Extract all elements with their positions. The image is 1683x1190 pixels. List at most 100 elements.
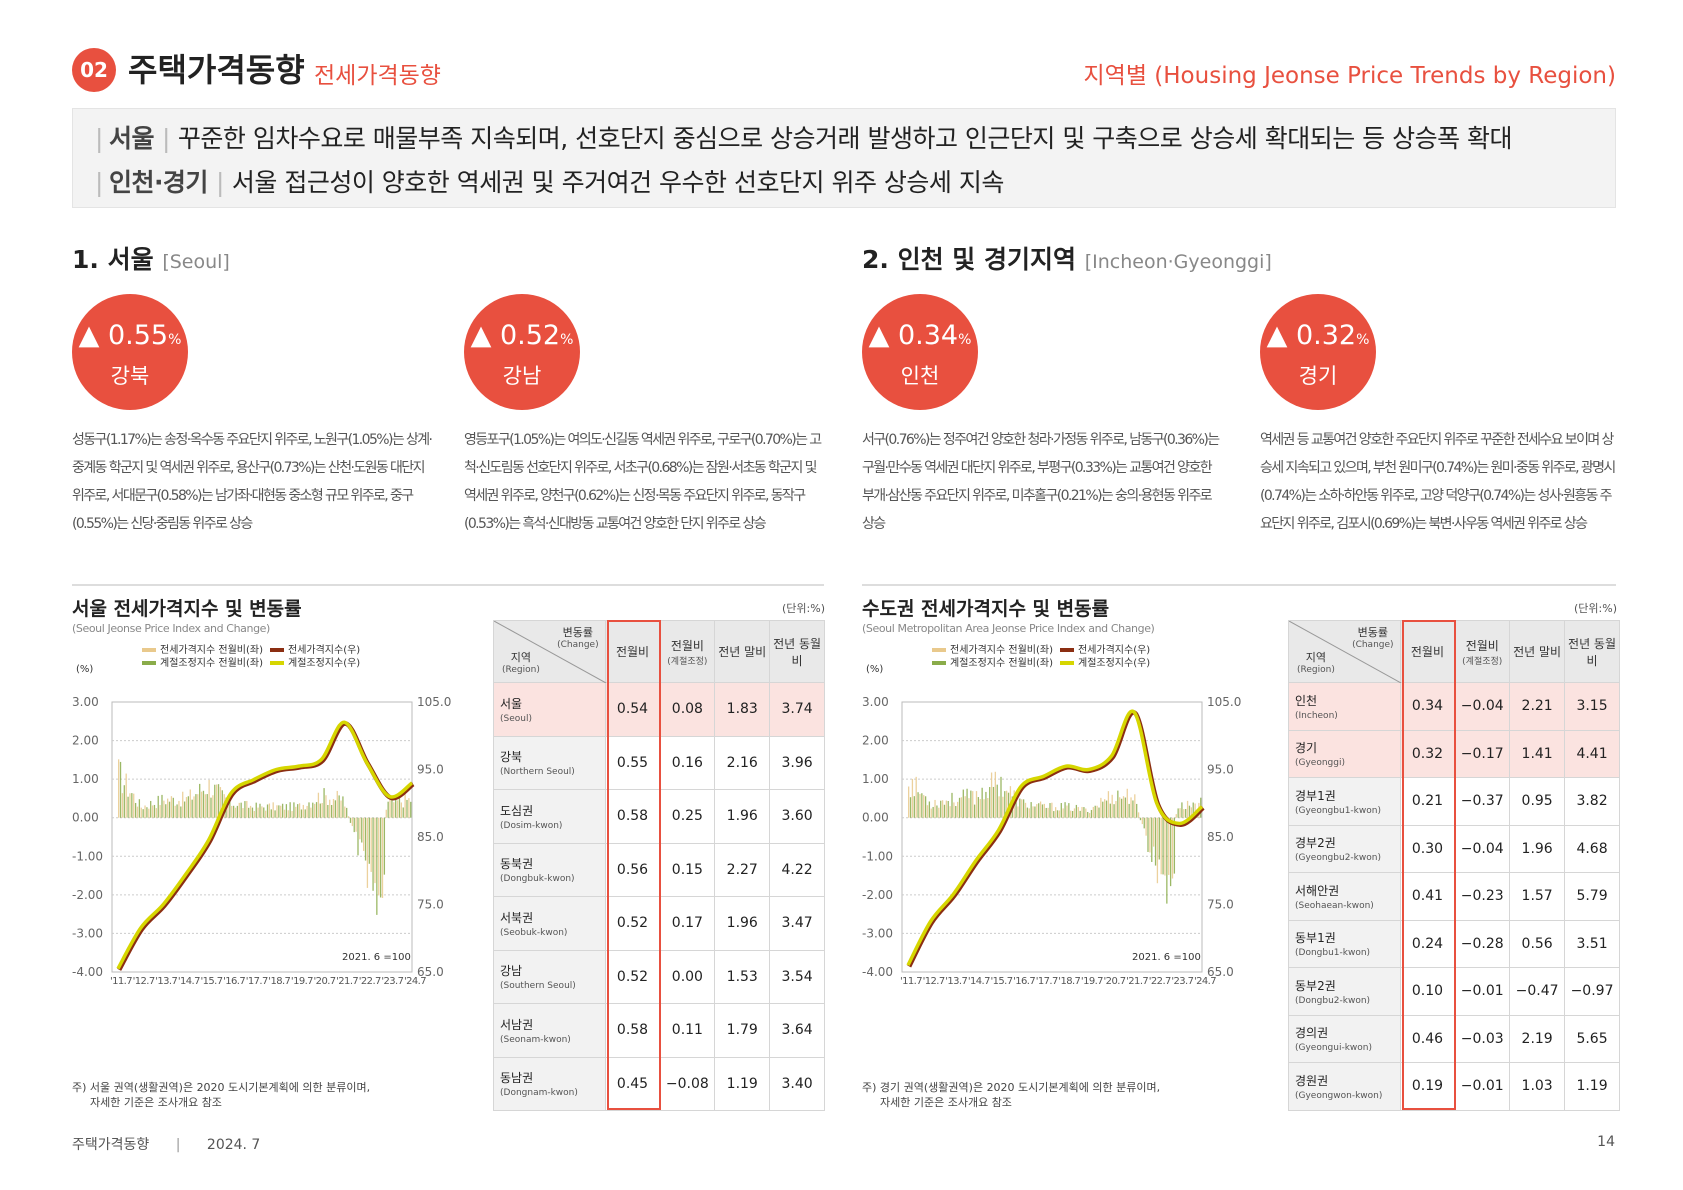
- monthly-change-bar: [1062, 808, 1064, 818]
- monthly-change-bar: [1104, 799, 1106, 818]
- monthly-change-bar: [280, 805, 282, 818]
- y-right-tick: 65.0: [417, 965, 444, 979]
- monthly-change-bar: [953, 802, 955, 818]
- summary-tag: 인천·경기: [108, 168, 209, 197]
- monthly-change-bar: [1179, 808, 1181, 818]
- x-tick: '17.7: [246, 976, 268, 987]
- table-value-cell: −0.08: [659, 1056, 716, 1111]
- table-value-cell: 0.45: [604, 1056, 661, 1111]
- table-region-cell: 인천 (Incheon): [1288, 682, 1401, 731]
- monthly-change-bar: [1154, 817, 1157, 866]
- table-value-cell: 1.96: [714, 789, 771, 844]
- table-value-cell: 1.19: [714, 1056, 771, 1111]
- x-tick: '17.7: [1036, 976, 1058, 987]
- y-right-tick: 95.0: [1207, 763, 1234, 777]
- monthly-change-bar: [167, 798, 169, 818]
- monthly-change-bar: [314, 803, 316, 818]
- monthly-change-bar: [366, 817, 369, 888]
- monthly-change-bar: [234, 807, 237, 818]
- monthly-change-bar: [193, 796, 195, 818]
- monthly-change-bar: [1000, 776, 1002, 818]
- monthly-change-bar: [138, 799, 141, 818]
- monthly-change-bar: [951, 792, 953, 818]
- monthly-change-bar: [174, 805, 176, 818]
- y-right-tick: 85.0: [417, 830, 444, 844]
- monthly-change-bar: [144, 805, 146, 818]
- table-value-cell: 0.15: [659, 842, 716, 897]
- table-corner-header: 변동률 (Change) 지역 (Region): [493, 620, 606, 683]
- table-value-cell: 4.22: [769, 842, 825, 897]
- table-region-cell: 서울 (Seoul): [493, 682, 606, 737]
- y-left-tick: 0.00: [862, 811, 889, 825]
- monthly-change-bar: [240, 802, 242, 818]
- monthly-change-bar: [1107, 791, 1110, 818]
- monthly-change-bar: [176, 804, 178, 818]
- table-value-cell: 3.54: [769, 949, 825, 1004]
- x-tick: '15.7: [990, 976, 1012, 987]
- table-row: 동부2권 (Dongbu2-kwon) 0.10 −0.01 −0.47 −0.97: [1288, 967, 1620, 1016]
- monthly-change-bar: [127, 796, 129, 818]
- monthly-change-bar: [244, 801, 246, 818]
- monthly-change-bar: [270, 809, 272, 818]
- desc-incheon: 서구(0.76%)는 정주여건 양호한 청라·가정동 위주로, 남동구(0.36…: [862, 432, 1220, 532]
- y-left-tick: -1.00: [72, 849, 103, 863]
- plot-frame: [901, 701, 1203, 973]
- monthly-change-bar: [1168, 817, 1170, 875]
- x-tick: '18.7: [268, 976, 290, 987]
- monthly-change-bar: [1100, 797, 1102, 818]
- monthly-change-bar: [1015, 792, 1017, 818]
- stat-value: ▲ 0.52: [470, 320, 561, 351]
- monthly-change-bar: [297, 804, 299, 818]
- table-row: 도심권 (Dosim-kwon) 0.58 0.25 1.96 3.60: [493, 789, 825, 844]
- stat-circle-gyeonggi: ▲ 0.32% 경기: [1260, 294, 1376, 410]
- monthly-change-bar: [1017, 806, 1019, 818]
- y-left-tick: 2.00: [72, 734, 99, 748]
- monthly-change-bar: [249, 805, 252, 818]
- monthly-change-bar: [312, 802, 314, 818]
- monthly-change-bar: [131, 793, 133, 818]
- stat-unit: %: [1356, 332, 1370, 348]
- table-region-cell: 도심권 (Dosim-kwon): [493, 789, 606, 844]
- table-value-cell: 1.83: [714, 682, 771, 737]
- table-region-cell: 경기 (Gyeonggi): [1288, 729, 1401, 778]
- x-tick: '18.7: [1058, 976, 1080, 987]
- table-value-cell: −0.97: [1564, 967, 1620, 1016]
- monthly-change-bar: [1068, 803, 1070, 818]
- monthly-change-bar: [1098, 807, 1100, 818]
- monthly-change-bar: [383, 817, 386, 875]
- x-tick: '11.7: [900, 976, 922, 987]
- monthly-change-bar: [1060, 803, 1062, 818]
- y-left-tick: -2.00: [72, 888, 103, 902]
- monthly-change-bar: [400, 802, 402, 818]
- highlight-box-right: [1402, 620, 1456, 1110]
- monthly-change-bar: [1051, 802, 1053, 818]
- monthly-change-bar: [1186, 800, 1189, 818]
- divider-right: [862, 584, 1616, 586]
- x-tick: '12.7: [923, 976, 945, 987]
- monthly-change-bar: [940, 800, 942, 818]
- monthly-change-bar: [187, 796, 190, 818]
- monthly-change-bar: [1117, 790, 1119, 818]
- x-tick: '13.7: [945, 976, 967, 987]
- table-value-cell: 3.40: [769, 1056, 825, 1111]
- monthly-change-bar: [1139, 817, 1142, 821]
- monthly-change-bar: [1092, 806, 1094, 818]
- monthly-change-bar: [214, 784, 216, 818]
- monthly-change-bar: [1088, 812, 1091, 818]
- table-value-cell: −0.01: [1454, 1062, 1511, 1111]
- stat-value: ▲ 0.55: [78, 320, 169, 351]
- monthly-change-bar: [310, 807, 312, 818]
- stat-value: ▲ 0.32: [1266, 320, 1357, 351]
- table-row: 경부2권 (Gyeongbu2-kwon) 0.30 −0.04 1.96 4.68: [1288, 824, 1620, 873]
- stat-circle-gangbuk: ▲ 0.55% 강북: [72, 294, 188, 410]
- section-title-incheon-gyeonggi: 2. 인천 및 경기지역 [Incheon·Gyeonggi]: [862, 240, 1272, 276]
- monthly-change-bar: [276, 805, 278, 818]
- monthly-change-bar: [987, 798, 989, 818]
- x-tick: '11.7: [110, 976, 132, 987]
- table-row: 강남 (Southern Seoul) 0.52 0.00 1.53 3.54: [493, 949, 825, 1004]
- monthly-change-bar: [140, 807, 142, 818]
- monthly-change-bar: [1079, 810, 1081, 818]
- monthly-change-bar: [359, 817, 361, 840]
- highlight-box-left: [607, 620, 661, 1110]
- monthly-change-bar: [129, 793, 131, 818]
